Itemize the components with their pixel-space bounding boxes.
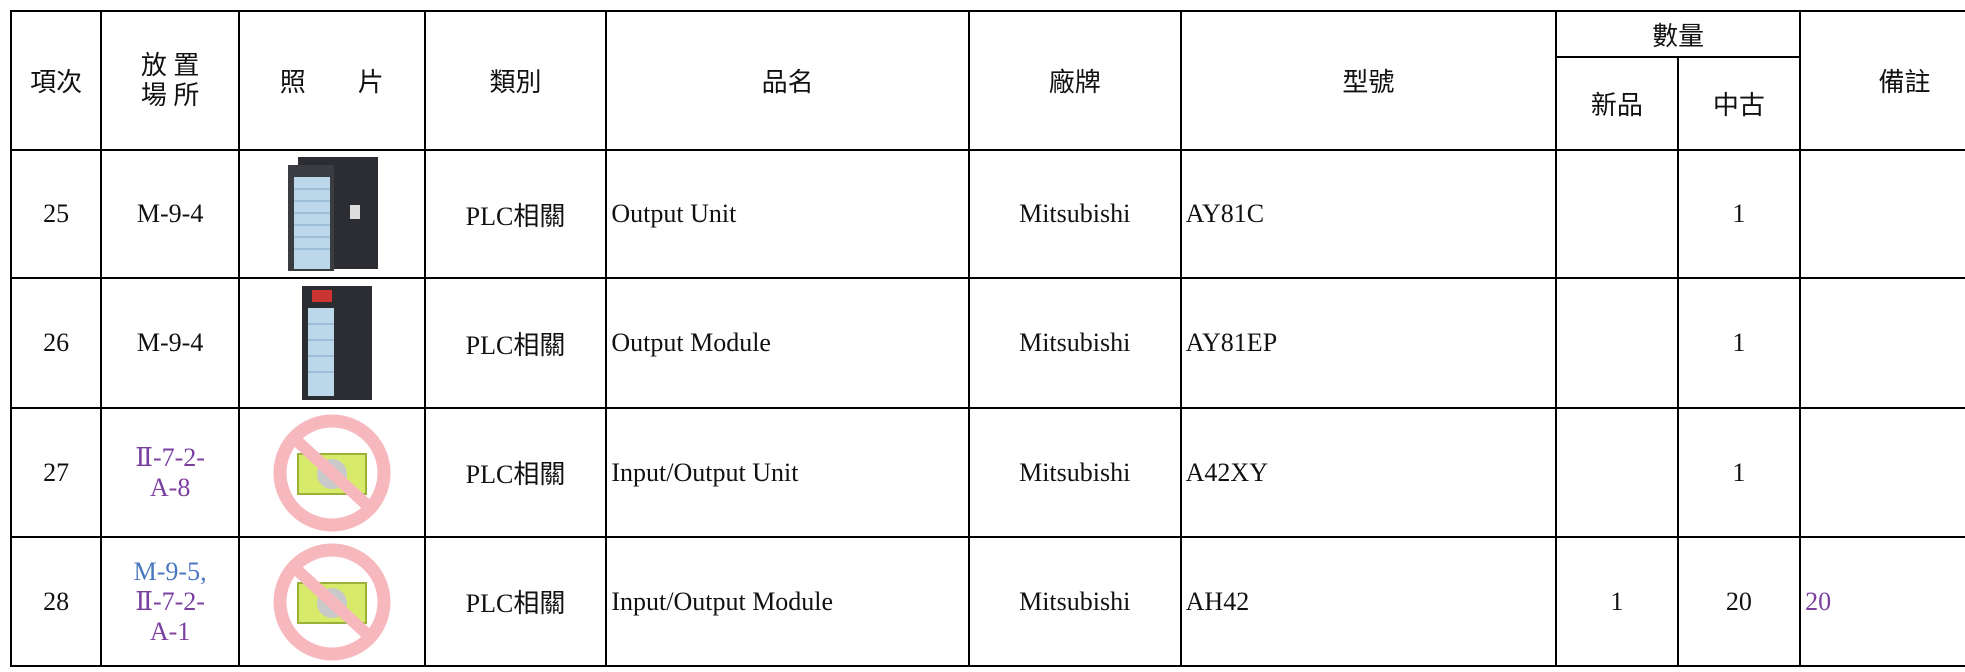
header-cell: 新品	[1555, 56, 1679, 151]
photo-no-image	[273, 543, 391, 660]
cell-used: 1	[1676, 149, 1802, 279]
cell-photo	[237, 407, 426, 538]
location-text: Ⅱ-7-2-	[135, 442, 205, 472]
location-text: M-9-5,	[133, 556, 207, 586]
cell-new: 1	[1555, 536, 1679, 667]
photo-no-image	[273, 414, 391, 531]
cell-brand: Mitsubishi	[967, 277, 1182, 409]
cell-remark	[1799, 277, 1965, 409]
cell-location: M-9-4	[100, 149, 240, 279]
location-text: A-1	[149, 616, 191, 646]
header-cell: 型號	[1179, 10, 1558, 151]
cell-remark	[1799, 407, 1965, 538]
header-cell: 中古	[1676, 56, 1802, 151]
cell-category: PLC相關	[423, 536, 608, 667]
cell-no: 27	[10, 407, 103, 538]
cell-new	[1555, 149, 1679, 279]
cell-no: 25	[10, 149, 103, 279]
data-row: 25 M-9-4 PLC相關 Output Unit Mitsubishi AY…	[10, 149, 1965, 279]
cell-name: Input/Output Module	[605, 536, 970, 667]
cell-photo	[237, 536, 426, 667]
cell-new	[1555, 277, 1679, 409]
cell-brand: Mitsubishi	[967, 407, 1182, 538]
cell-name: Input/Output Unit	[605, 407, 970, 538]
cell-name: Output Unit	[605, 149, 970, 279]
cell-model: A42XY	[1179, 407, 1558, 538]
cell-category: PLC相關	[423, 407, 608, 538]
cell-location: Ⅱ-7-2- A-8	[100, 407, 240, 538]
cell-category: PLC相關	[423, 149, 608, 279]
header-cell: 廠牌	[967, 10, 1182, 151]
header-row: 新品 中古	[11, 56, 1965, 151]
cell-used: 20	[1676, 536, 1802, 667]
header-text: 場 所	[140, 80, 200, 110]
data-row: 28 M-9-5, Ⅱ-7-2- A-1 PLC相關 Input/Output Mo…	[10, 536, 1965, 667]
inventory-table: 項次 放 置場 所 照 片 類別 品名 廠牌 型號 數量 備註 新品 中古 25…	[10, 10, 1965, 667]
header-text: 放 置	[140, 50, 200, 80]
cell-category: PLC相關	[423, 277, 608, 409]
table-wrap: 項次 放 置場 所 照 片 類別 品名 廠牌 型號 數量 備註 新品 中古 25…	[10, 10, 1965, 672]
data-row: 27 Ⅱ-7-2- A-8 PLC相關 Input/Output Unit Mit…	[10, 407, 1965, 538]
header-cell: 項次	[10, 10, 103, 151]
data-row: 26 M-9-4 PLC相關 Output Module Mitsubishi …	[10, 277, 1965, 409]
cell-location: M-9-4	[100, 277, 240, 409]
location-text: M-9-4	[136, 199, 204, 228]
cell-model: AY81EP	[1179, 277, 1558, 409]
cell-model: AH42	[1179, 536, 1558, 667]
cell-used: 1	[1676, 277, 1802, 409]
header-cell: 放 置場 所	[100, 10, 240, 151]
cell-no: 28	[10, 536, 103, 667]
cell-name: Output Module	[605, 277, 970, 409]
cell-remark	[1799, 149, 1965, 279]
cell-no: 26	[10, 277, 103, 409]
cell-brand: Mitsubishi	[967, 149, 1182, 279]
header-cell: 照 片	[237, 10, 426, 151]
cell-photo	[237, 149, 426, 279]
photo-plc	[301, 286, 372, 400]
header-cell: 類別	[423, 10, 608, 151]
cell-new	[1555, 407, 1679, 538]
location-text: Ⅱ-7-2-	[135, 586, 205, 616]
location-text: A-8	[149, 472, 191, 502]
header-cell: 品名	[605, 10, 970, 151]
location-text: M-9-4	[136, 328, 204, 357]
header-cell: 備註	[1799, 10, 1965, 151]
cell-used: 1	[1676, 407, 1802, 538]
cell-location: M-9-5, Ⅱ-7-2- A-1	[100, 536, 240, 667]
cell-photo	[237, 277, 426, 409]
header-row: 項次 放 置場 所 照 片 類別 品名 廠牌 型號 數量 備註	[10, 10, 1965, 151]
cell-model: AY81C	[1179, 149, 1558, 279]
header-cell: 數量	[1555, 10, 1802, 58]
cell-brand: Mitsubishi	[967, 536, 1182, 667]
photo-plc	[287, 157, 378, 271]
cell-remark: 20	[1799, 536, 1965, 667]
